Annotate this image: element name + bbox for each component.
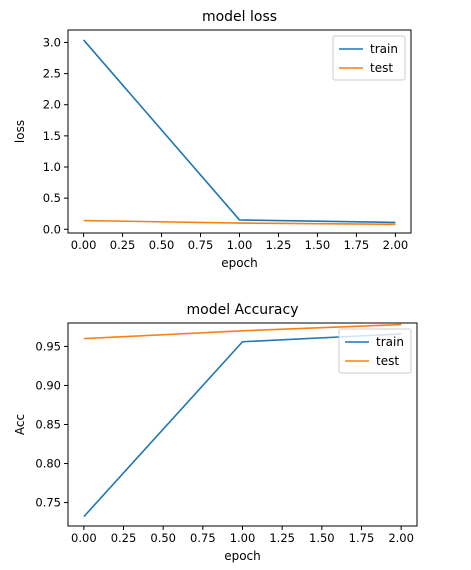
legend: train test	[338, 328, 412, 374]
legend-label-test: test	[370, 61, 393, 75]
legend-label-train: train	[370, 42, 398, 56]
y-tick-label: 0.90	[35, 378, 61, 392]
x-tick-label: 0.00	[71, 531, 97, 545]
series-line-train	[82, 39, 396, 224]
x-tick-label: 1.50	[309, 531, 335, 545]
legend-box	[338, 328, 412, 374]
legend-label-train: train	[376, 335, 404, 349]
chart-title: model loss	[202, 9, 277, 25]
x-tick-label: 0.25	[110, 238, 136, 252]
legend-box	[332, 35, 406, 81]
x-tick-label: 2.00	[388, 531, 414, 545]
x-axis-label: epoch	[221, 256, 258, 270]
y-tick-label: 1.5	[43, 129, 61, 143]
x-tick-label: 0.50	[150, 531, 176, 545]
chart-title: model Accuracy	[187, 302, 299, 318]
series-line-test	[83, 323, 402, 340]
x-tick-label: 1.25	[269, 531, 295, 545]
x-tick-label: 1.75	[344, 238, 370, 252]
legend: train test	[332, 35, 406, 81]
chart-loss: 0.00 0.25 0.50 0.75 1.00 1.25 1.50 1.75 2.00 0.0 0…	[13, 9, 412, 270]
legend-label-test: test	[376, 354, 399, 368]
x-tick-label: 1.00	[230, 531, 256, 545]
y-tick-label: 0.85	[35, 418, 61, 432]
y-axis-label: loss	[13, 120, 27, 143]
y-axis-label: Acc	[13, 414, 27, 435]
x-tick-label: 0.50	[149, 238, 175, 252]
x-axis-label: epoch	[224, 549, 261, 563]
y-tick-label: 2.0	[43, 98, 61, 112]
y-tick-label: 0.0	[43, 222, 61, 236]
y-tick-label: 3.0	[43, 35, 61, 49]
x-tick-label: 0.00	[71, 238, 97, 252]
x-tick-label: 0.75	[190, 531, 216, 545]
series-line-test	[83, 219, 396, 226]
x-tick-label: 0.25	[111, 531, 137, 545]
y-tick-label: 2.5	[43, 67, 61, 81]
x-tick-label: 2.00	[383, 238, 409, 252]
x-tick-label: 1.50	[305, 238, 331, 252]
x-tick-label: 1.25	[266, 238, 292, 252]
y-tick-label: 0.75	[35, 496, 61, 510]
y-tick-label: 0.80	[35, 457, 61, 471]
y-tick-label: 1.0	[43, 160, 61, 174]
x-tick-label: 0.75	[188, 238, 214, 252]
y-tick-label: 0.5	[43, 191, 61, 205]
x-tick-label: 1.75	[349, 531, 375, 545]
y-tick-label: 0.95	[35, 339, 61, 353]
chart-accuracy: 0.00 0.25 0.50 0.75 1.00 1.25 1.50 1.75 2.00 0.75…	[13, 302, 418, 563]
x-tick-label: 1.00	[227, 238, 253, 252]
